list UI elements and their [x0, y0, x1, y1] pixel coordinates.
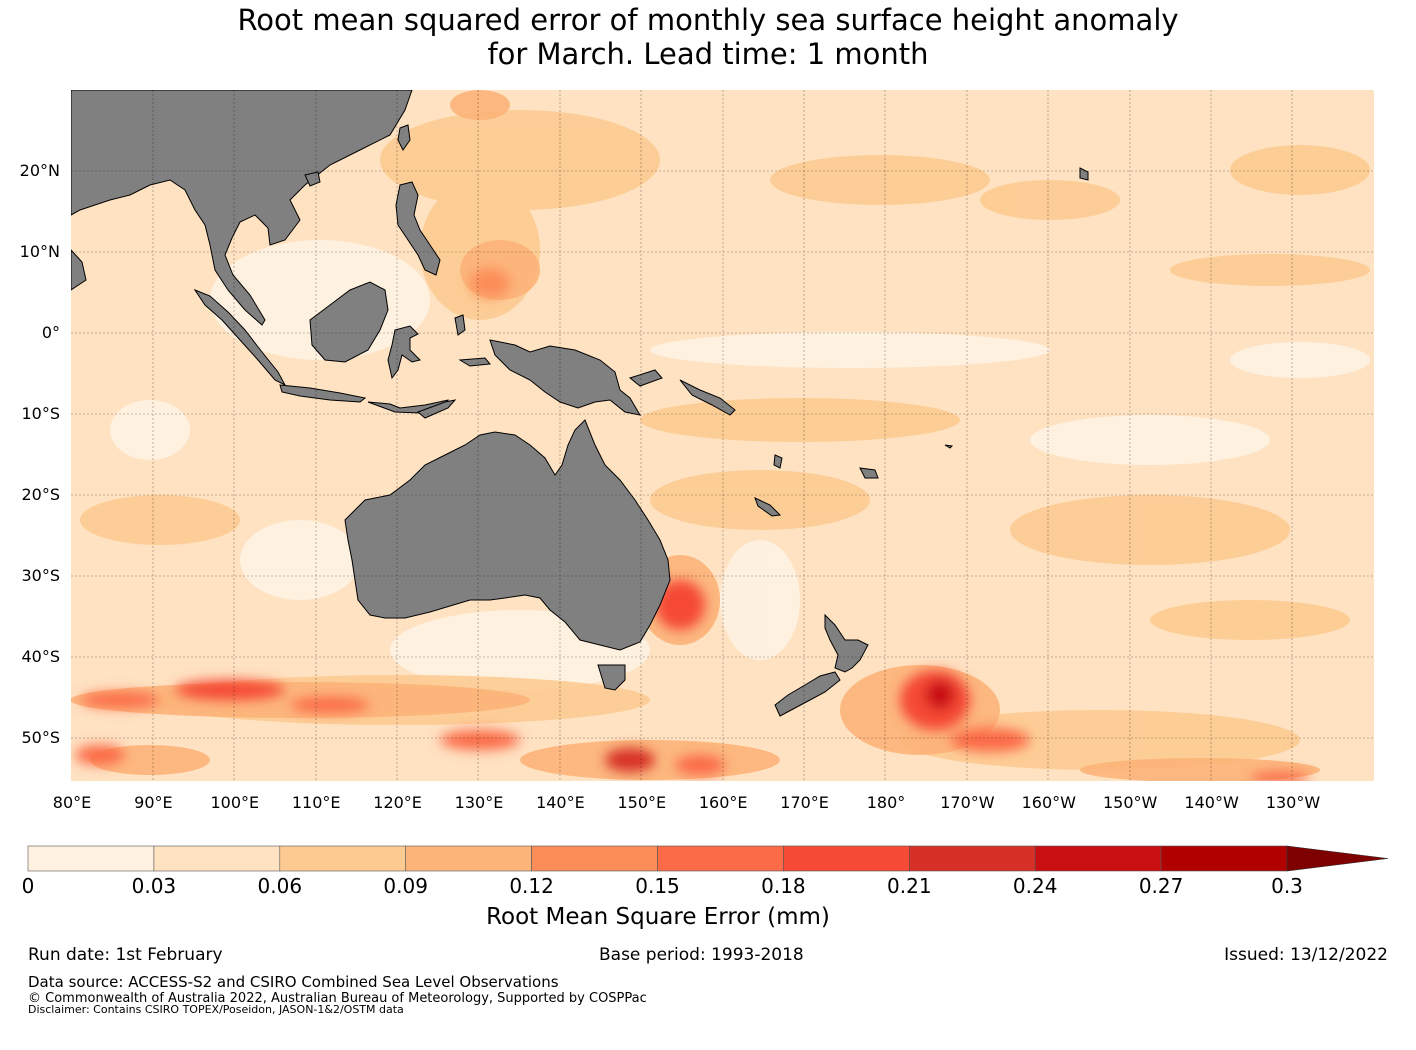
lat-label: 0°: [41, 323, 60, 342]
colorbar: [27, 845, 1389, 872]
run-date: Run date: 1st February: [28, 945, 223, 965]
colorbar-tick-label: 0.09: [383, 874, 428, 898]
data-source: Data source: ACCESS-S2 and CSIRO Combine…: [28, 973, 559, 991]
land-new-britain: [628, 369, 663, 387]
land-vanuatu: [773, 454, 783, 469]
colorbar-tick-label: 0.21: [887, 874, 932, 898]
base-period: Base period: 1993-2018: [599, 945, 804, 965]
lat-label: 20°N: [19, 161, 60, 180]
land-seram: [458, 357, 491, 367]
colorbar-tick-label: 0.24: [1012, 874, 1058, 898]
copyright: © Commonwealth of Australia 2022, Austra…: [28, 991, 647, 1006]
lat-label: 10°S: [21, 404, 60, 423]
land-india: [71, 249, 87, 291]
lon-label: 80°E: [52, 793, 92, 812]
lon-label: 110°E: [291, 793, 341, 812]
colorbar-segment: [279, 845, 406, 872]
lat-label: 40°S: [21, 647, 60, 666]
land-masses: [71, 90, 1089, 717]
land-solomons: [679, 379, 736, 416]
land-tasmania: [597, 664, 626, 691]
colorbar-segment: [405, 845, 532, 872]
chart-title-line1: Root mean squared error of monthly sea s…: [237, 3, 1179, 37]
land-samoa: [944, 444, 954, 449]
land-australia: [344, 419, 671, 651]
lat-label: 50°S: [21, 728, 60, 747]
lon-label: 150°W: [1103, 793, 1158, 812]
colorbar-tick-label: 0.3: [1271, 874, 1303, 898]
lon-label: 170°W: [940, 793, 995, 812]
lon-label: 180°: [866, 793, 906, 812]
colorbar-tick-label: 0.18: [761, 874, 806, 898]
lon-label: 140°W: [1184, 793, 1239, 812]
colorbar-tick-label: 0.03: [131, 874, 177, 898]
lon-label: 100°E: [210, 793, 260, 812]
land-hainan: [304, 171, 321, 187]
high-error-patches: [75, 268, 1310, 781]
colorbar-segment: [657, 845, 784, 872]
land-java: [279, 384, 367, 403]
colorbar-segment: [153, 845, 281, 872]
lon-label: 150°E: [617, 793, 667, 812]
land-nz-north: [824, 613, 869, 673]
lon-label: 120°E: [373, 793, 422, 812]
chart-title-line2: for March. Lead time: 1 month: [487, 37, 929, 71]
colorbar-tick-label: 0.27: [1138, 874, 1184, 898]
lon-label: 130°W: [1265, 793, 1321, 812]
land-nz-south: [774, 671, 841, 717]
land-fiji: [859, 467, 879, 479]
colorbar-segment: [1034, 845, 1162, 872]
land-new-guinea: [489, 339, 641, 416]
lon-label: 140°E: [536, 793, 585, 812]
map-area[interactable]: [70, 90, 1374, 784]
land-halmahera: [454, 314, 466, 336]
colorbar-segment: [1160, 845, 1288, 872]
lat-label: 20°S: [21, 485, 60, 504]
gridlines: [71, 90, 1374, 781]
colorbar-label: Root Mean Square Error (mm): [486, 904, 830, 930]
colorbar-extend-arrow: [1286, 845, 1389, 872]
lon-label: 90°E: [134, 793, 173, 812]
colorbar-tick-label: 0.15: [635, 874, 680, 898]
colorbar-tick-label: 0.12: [509, 874, 554, 898]
colorbar-tick-label: 0.06: [257, 874, 303, 898]
colorbar-segment: [908, 845, 1036, 872]
land-borneo: [309, 281, 389, 363]
land-sulawesi: [387, 325, 421, 380]
colorbar-segment: [531, 845, 658, 872]
lon-label: 160°W: [1021, 793, 1076, 812]
lat-label: 10°N: [19, 242, 60, 261]
land-taiwan: [397, 124, 411, 151]
issued-date: Issued: 13/12/2022: [1224, 945, 1388, 965]
colorbar-segment: [783, 845, 910, 872]
colorbar-tick-label: 0: [21, 874, 35, 898]
land-timor: [417, 399, 457, 419]
lon-label: 160°E: [698, 793, 748, 812]
colorbar-segment: [27, 845, 155, 872]
land-new-caledonia: [754, 497, 782, 517]
lat-label: 30°S: [21, 566, 60, 585]
land-hawaii: [1079, 167, 1089, 181]
land-philippines: [395, 181, 441, 276]
lon-label: 130°E: [454, 793, 504, 812]
lon-label: 170°E: [780, 793, 829, 812]
disclaimer: Disclaimer: Contains CSIRO TOPEX/Poseido…: [28, 1003, 404, 1016]
